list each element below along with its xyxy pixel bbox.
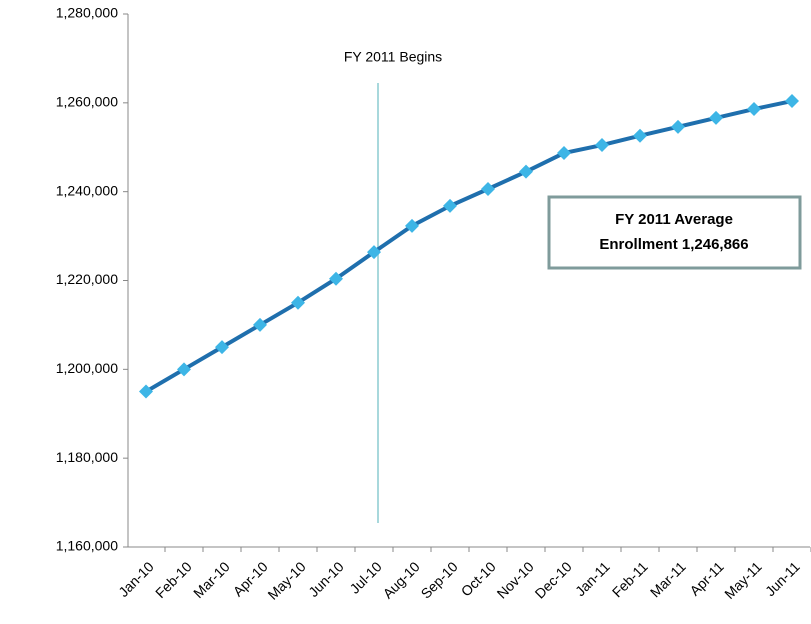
y-tick-label: 1,160,000 (56, 538, 118, 554)
point-marker (139, 384, 153, 399)
x-tick-label: Jun-10 (305, 558, 347, 600)
point-marker (747, 102, 761, 117)
x-tick-label: May-11 (721, 558, 765, 602)
y-tick-label: 1,280,000 (56, 5, 118, 21)
point-marker (785, 94, 799, 109)
point-marker (177, 362, 191, 377)
x-tick-label: Sep-10 (417, 558, 460, 601)
x-tick-label: Jun-11 (762, 558, 803, 599)
series-line (144, 99, 793, 394)
point-marker (367, 245, 381, 260)
annotation: FY 2011 Average (615, 211, 733, 228)
annotation: Enrollment 1,246,866 (599, 236, 748, 253)
point-marker (519, 164, 533, 179)
annotation: FY 2011 Begins (344, 49, 442, 65)
y-tick-label: 1,240,000 (56, 182, 118, 198)
x-tick-label: Apr-11 (686, 558, 726, 598)
point-marker (481, 182, 495, 197)
point-marker (253, 317, 267, 332)
point-marker (291, 295, 305, 310)
y-tick-label: 1,200,000 (56, 360, 118, 376)
y-tick-label: 1,180,000 (56, 449, 118, 465)
x-tick-label: May-10 (264, 558, 308, 602)
x-tick-label: Mar-11 (647, 558, 689, 600)
point-marker (709, 110, 723, 125)
point-marker (215, 340, 229, 355)
point-marker (557, 146, 571, 161)
x-tick-label: Dec-10 (532, 558, 575, 601)
point-marker (443, 198, 457, 213)
x-tick-label: Jan-11 (572, 558, 613, 599)
point-marker (595, 138, 609, 153)
x-tick-label: Mar-10 (190, 558, 233, 601)
x-tick-label: Jan-10 (115, 558, 157, 600)
x-tick-label: Apr-10 (230, 558, 271, 599)
y-tick-label: 1,220,000 (56, 271, 118, 287)
x-tick-label: Feb-10 (152, 558, 195, 601)
x-tick-label: Nov-10 (494, 558, 537, 601)
x-tick-label: Aug-10 (379, 558, 422, 601)
x-tick-label: Oct-10 (458, 558, 499, 599)
point-marker (633, 128, 647, 143)
point-marker (329, 271, 343, 286)
annotation-box (547, 195, 802, 270)
y-tick-label: 1,260,000 (56, 94, 118, 110)
x-tick-label: Feb-11 (609, 558, 651, 600)
point-marker (405, 218, 419, 233)
point-marker (671, 119, 685, 134)
